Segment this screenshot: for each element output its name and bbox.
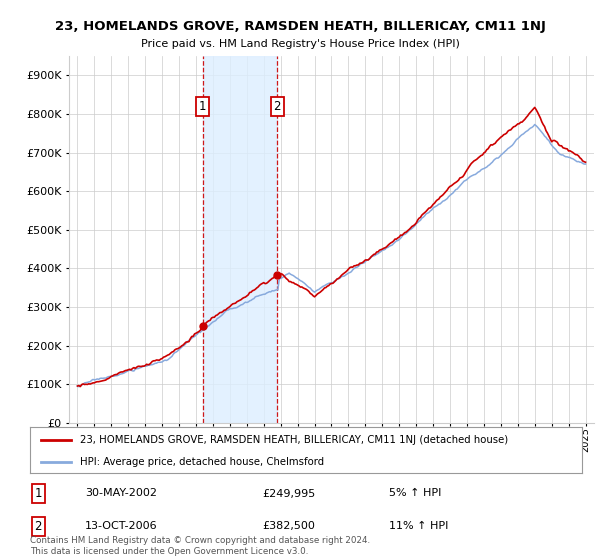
- Text: £382,500: £382,500: [262, 521, 315, 531]
- Text: 5% ↑ HPI: 5% ↑ HPI: [389, 488, 441, 498]
- Text: HPI: Average price, detached house, Chelmsford: HPI: Average price, detached house, Chel…: [80, 457, 324, 466]
- Text: 30-MAY-2002: 30-MAY-2002: [85, 488, 157, 498]
- Text: £249,995: £249,995: [262, 488, 315, 498]
- Text: 23, HOMELANDS GROVE, RAMSDEN HEATH, BILLERICAY, CM11 1NJ: 23, HOMELANDS GROVE, RAMSDEN HEATH, BILL…: [55, 20, 545, 32]
- Text: Contains HM Land Registry data © Crown copyright and database right 2024.
This d: Contains HM Land Registry data © Crown c…: [30, 536, 370, 556]
- Text: 1: 1: [35, 487, 42, 500]
- Text: 23, HOMELANDS GROVE, RAMSDEN HEATH, BILLERICAY, CM11 1NJ (detached house): 23, HOMELANDS GROVE, RAMSDEN HEATH, BILL…: [80, 435, 508, 445]
- Text: 1: 1: [199, 100, 206, 113]
- Text: 2: 2: [274, 100, 281, 113]
- Text: 11% ↑ HPI: 11% ↑ HPI: [389, 521, 448, 531]
- Text: 2: 2: [35, 520, 42, 533]
- Text: 13-OCT-2006: 13-OCT-2006: [85, 521, 158, 531]
- Text: Price paid vs. HM Land Registry's House Price Index (HPI): Price paid vs. HM Land Registry's House …: [140, 39, 460, 49]
- Bar: [203, 56, 277, 423]
